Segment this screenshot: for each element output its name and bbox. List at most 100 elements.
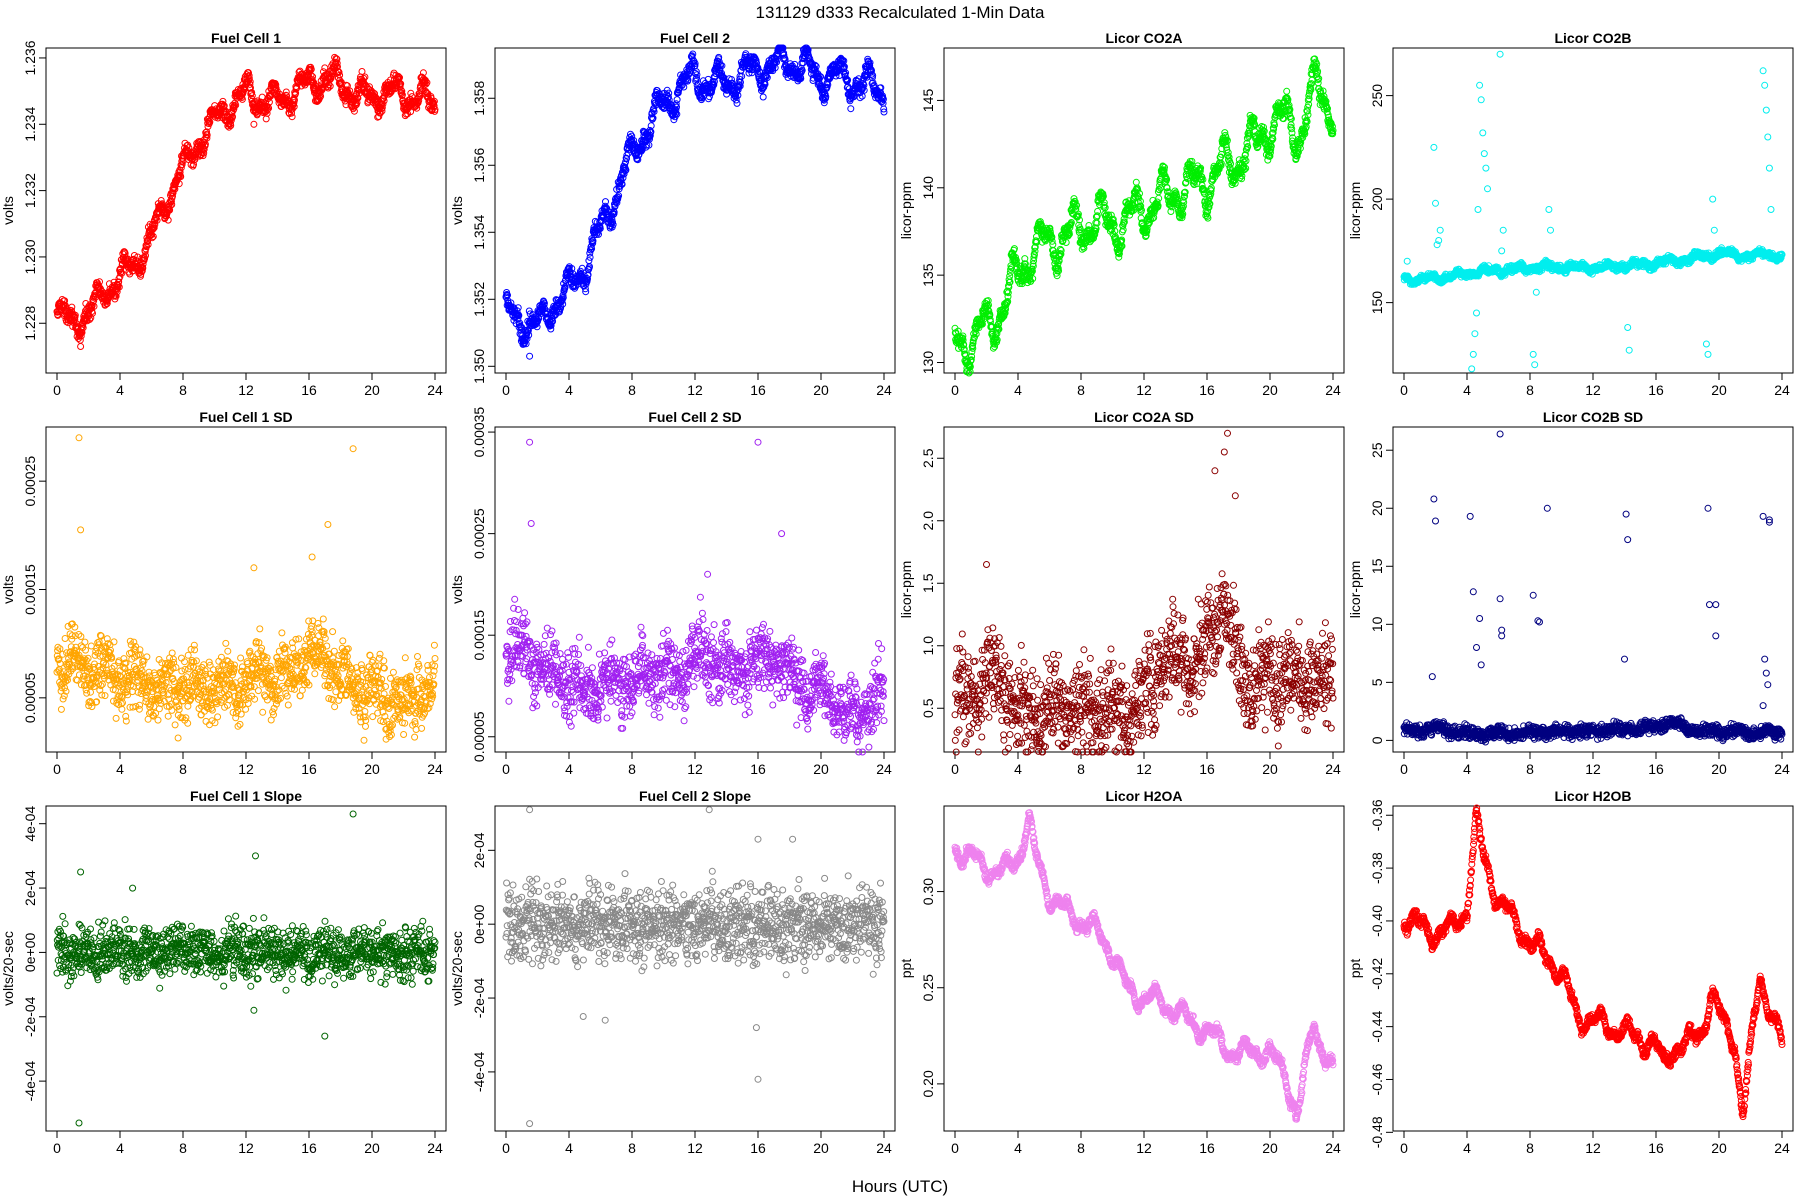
y-tick-label: 140 — [920, 176, 936, 200]
x-tick-label: 12 — [1585, 382, 1601, 398]
outlier-point — [321, 64, 329, 72]
y-tick-label: 1.234 — [22, 107, 38, 142]
x-tick-label: 20 — [813, 382, 829, 398]
data-point — [164, 216, 172, 224]
panel-fc1: Fuel Cell 10 4 8 12 16 20 241.2281.2301.2321.2… — [0, 30, 447, 398]
data-point — [1283, 87, 1291, 95]
data-point — [206, 118, 214, 126]
data-point — [190, 161, 197, 169]
x-tick-label: 16 — [1648, 382, 1664, 398]
data-point — [1132, 178, 1140, 186]
data-point — [203, 131, 211, 139]
data-point — [263, 106, 271, 114]
data-point — [148, 234, 156, 242]
panel-fc2: Fuel Cell 20 4 8 12 16 20 241.3501.3521.3541.3… — [449, 30, 896, 398]
x-tick-label: 16 — [1199, 382, 1215, 398]
panel-title: Fuel Cell 1 — [211, 30, 281, 46]
data-point — [202, 133, 210, 141]
data-point — [142, 252, 149, 260]
data-point — [200, 145, 208, 153]
data-point — [90, 302, 98, 310]
y-axis-label: volts — [0, 196, 16, 225]
data-point — [169, 192, 176, 200]
figure-title: 131129 d333 Recalculated 1-Min Data — [756, 3, 1045, 22]
data-point — [96, 278, 103, 286]
data-point — [227, 116, 235, 124]
x-tick-label: 8 — [1077, 382, 1085, 398]
data-point — [79, 324, 87, 332]
data-point — [138, 267, 146, 275]
outlier-point — [250, 120, 258, 128]
x-tick-label: 24 — [1774, 382, 1790, 398]
series-points — [1400, 50, 1786, 373]
data-point — [117, 265, 125, 272]
panel-title: Licor CO2B — [1554, 30, 1631, 46]
data-point — [203, 134, 211, 142]
x-tick-label: 20 — [364, 382, 380, 398]
x-tick-label: 4 — [116, 382, 124, 398]
data-point — [117, 268, 125, 276]
data-point — [248, 92, 256, 100]
x-tick-label: 12 — [238, 382, 254, 398]
y-tick-label: 1.228 — [22, 306, 38, 341]
data-point — [77, 332, 85, 340]
data-point — [759, 93, 767, 101]
series-points — [951, 55, 1337, 377]
x-tick-label: 16 — [301, 382, 317, 398]
y-tick-label: 1.232 — [22, 173, 38, 208]
x-tick-label: 4 — [1463, 382, 1471, 398]
data-point — [246, 80, 254, 88]
y-tick-label: 1.236 — [22, 40, 38, 75]
outlier-point — [77, 343, 85, 350]
data-point — [245, 69, 252, 77]
series-points — [53, 53, 439, 350]
data-point — [248, 89, 256, 96]
data-point — [89, 309, 96, 317]
x-tick-label: 0 — [951, 382, 959, 398]
y-tick-label: 1.356 — [471, 148, 487, 183]
y-tick-label: 1.354 — [471, 215, 487, 250]
data-point — [116, 273, 124, 281]
y-tick-label: 250 — [1369, 84, 1385, 108]
data-point — [1094, 207, 1102, 215]
y-tick-label: 200 — [1369, 187, 1385, 211]
x-tick-label: 16 — [750, 382, 766, 398]
x-tick-label: 4 — [1014, 382, 1022, 398]
y-axis-label: licor-ppm — [898, 182, 914, 240]
data-point — [176, 171, 183, 179]
y-tick-label: 130 — [920, 351, 936, 375]
data-point — [86, 316, 94, 323]
data-point — [225, 123, 233, 131]
data-point — [185, 144, 193, 152]
data-point — [149, 233, 157, 240]
y-tick-label: 1.350 — [471, 349, 487, 384]
y-tick-label: 1.230 — [22, 239, 38, 274]
data-point — [219, 97, 227, 105]
data-point — [176, 168, 184, 176]
panel-title: Fuel Cell 2 — [660, 30, 730, 46]
x-tick-label: 12 — [1136, 382, 1152, 398]
data-point — [200, 149, 208, 157]
data-point — [141, 255, 149, 263]
y-tick-label: 1.358 — [471, 81, 487, 116]
x-tick-label: 8 — [628, 382, 636, 398]
x-tick-label: 24 — [1325, 382, 1341, 398]
x-tick-label: 4 — [565, 382, 573, 398]
data-point — [118, 269, 126, 277]
figure-xlabel: Hours (UTC) — [852, 1177, 948, 1196]
data-point — [115, 283, 123, 291]
x-tick-label: 0 — [53, 382, 61, 398]
data-point — [847, 105, 855, 113]
data-point — [134, 253, 142, 261]
data-point — [175, 180, 183, 188]
x-tick-label: 20 — [1711, 382, 1727, 398]
x-tick-label: 0 — [502, 382, 510, 398]
data-point — [227, 122, 235, 130]
data-point — [87, 314, 95, 322]
data-point — [115, 278, 123, 286]
x-tick-label: 0 — [1400, 382, 1408, 398]
y-tick-label: 1.352 — [471, 282, 487, 317]
data-point — [673, 96, 681, 104]
